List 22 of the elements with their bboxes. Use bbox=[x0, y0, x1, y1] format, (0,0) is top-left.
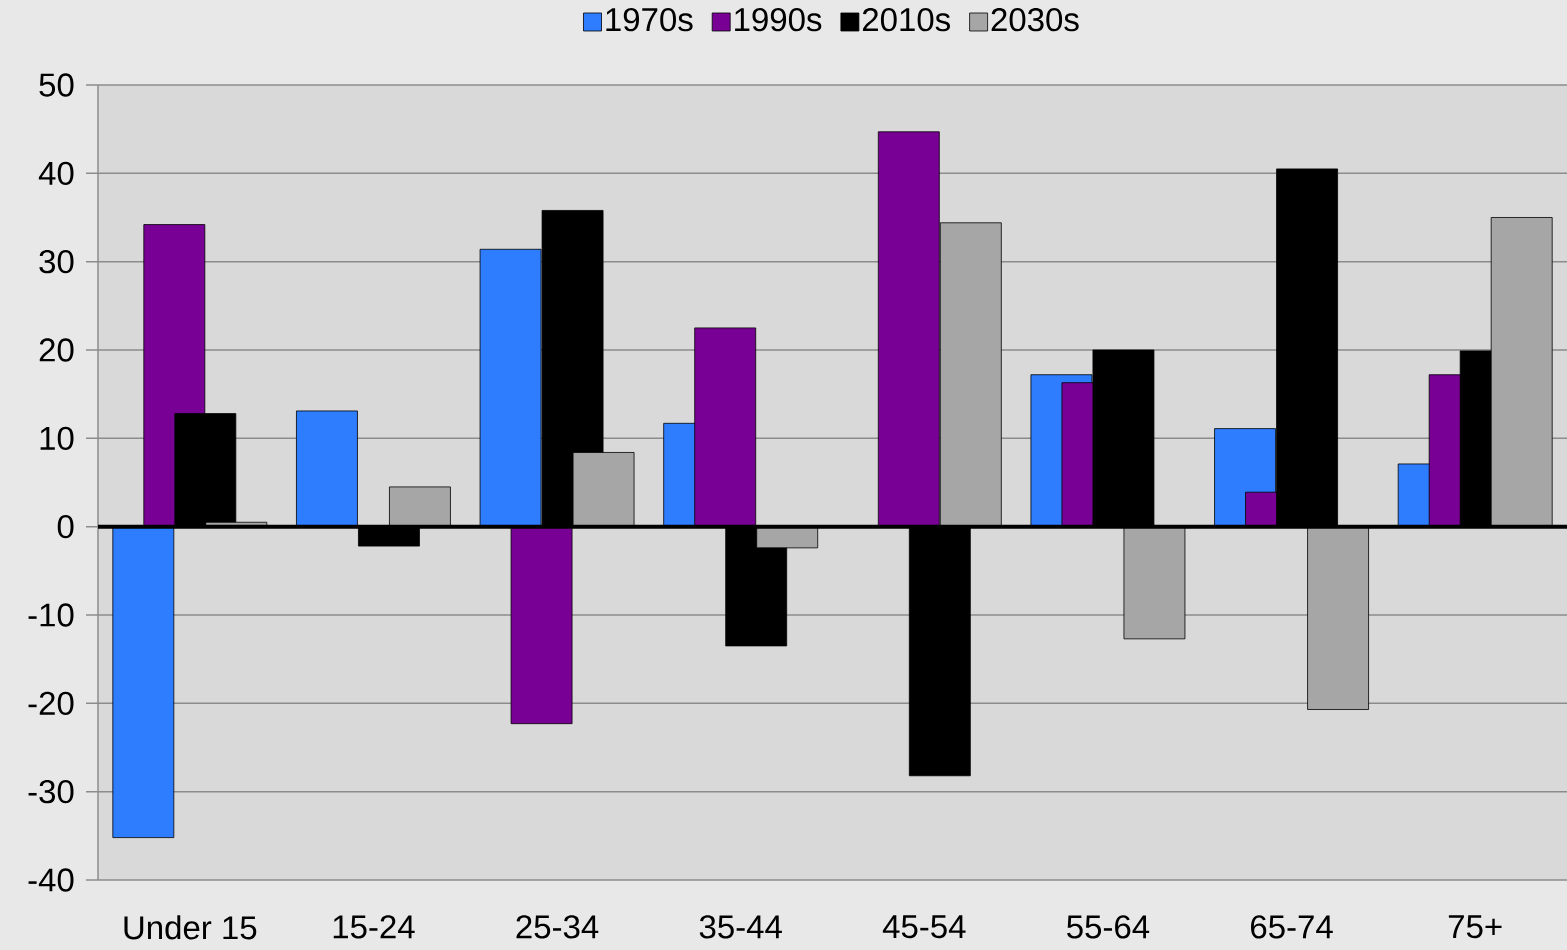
legend-label: 2010s bbox=[862, 7, 950, 32]
legend-label: 1990s bbox=[735, 7, 822, 32]
x-tick-label: 65-74 bbox=[1251, 915, 1333, 939]
x-tick-label: 45-54 bbox=[882, 915, 966, 939]
y-tick-label: 30 bbox=[39, 249, 74, 274]
y-tick-label: 50 bbox=[39, 73, 74, 97]
y-tick-label: -10 bbox=[28, 603, 74, 627]
x-tick-label: 75+ bbox=[1448, 915, 1502, 939]
x-tick-label: 55-64 bbox=[1067, 915, 1150, 939]
legend-label: 2030s bbox=[991, 7, 1079, 32]
y-tick-label: -20 bbox=[28, 691, 74, 716]
y-tick-label: 20 bbox=[39, 338, 74, 362]
y-tick-label: 0 bbox=[57, 514, 74, 539]
y-tick-label: -30 bbox=[28, 779, 74, 804]
y-tick-label: -40 bbox=[28, 868, 74, 892]
x-tick-label: 25-34 bbox=[516, 915, 599, 939]
y-tick-label: 40 bbox=[38, 161, 74, 186]
x-tick-label: 35-44 bbox=[699, 915, 782, 939]
x-tick-label: Under 15 bbox=[124, 915, 257, 940]
legend-label: 1970s bbox=[606, 7, 693, 32]
x-tick-label: 15-24 bbox=[333, 915, 415, 939]
y-tick-label: 10 bbox=[40, 426, 74, 451]
